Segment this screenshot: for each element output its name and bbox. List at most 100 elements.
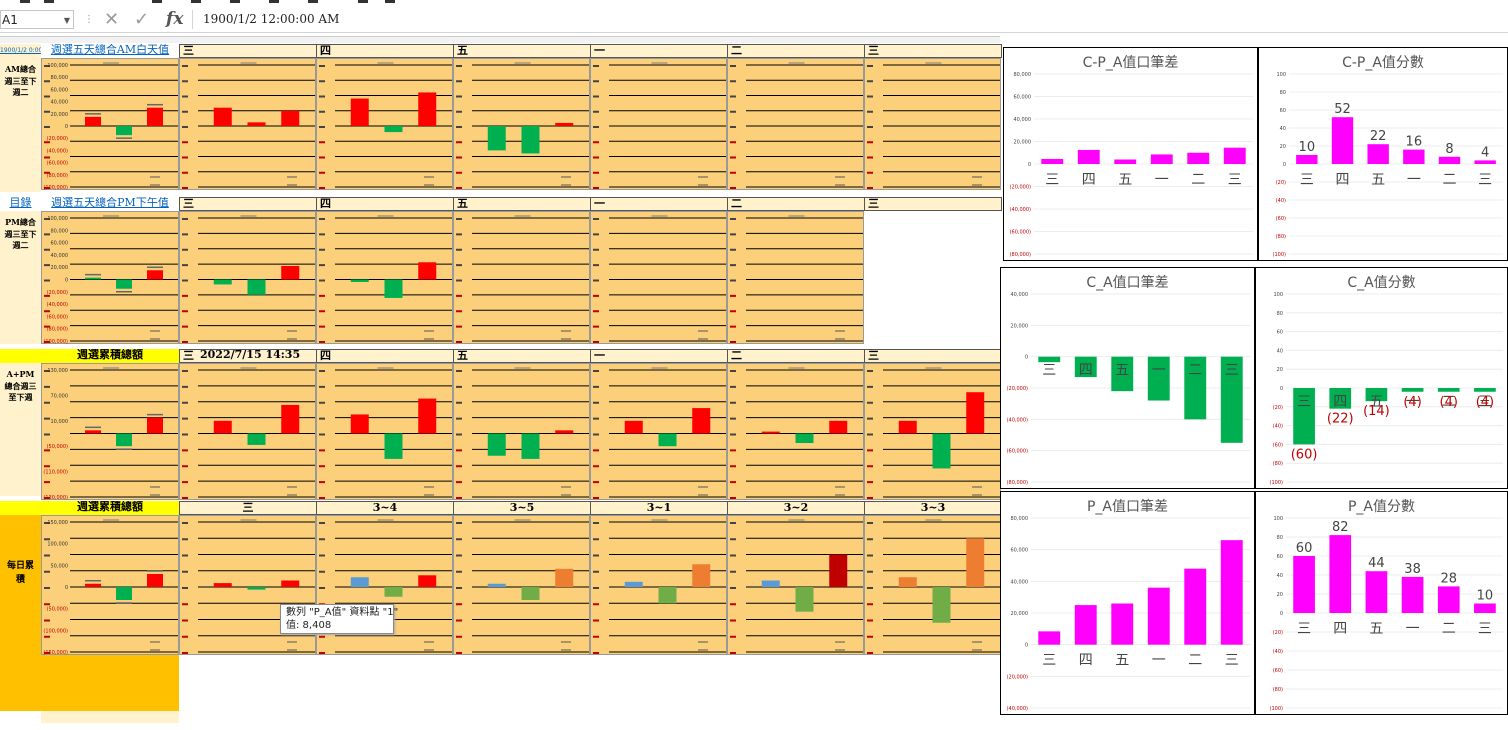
chart-tooltip: 數列 "P_A值" 資料點 "1" 值: 8,408 bbox=[280, 604, 398, 634]
day-tab[interactable]: 二 bbox=[727, 349, 865, 363]
row-title-link[interactable]: 週選五天總合AM白天值 bbox=[50, 44, 170, 56]
day-tab[interactable]: 3~5 bbox=[453, 501, 591, 515]
bar-mark bbox=[384, 126, 403, 133]
day-tab[interactable]: 3~3 bbox=[864, 501, 1002, 515]
category-label: 一 bbox=[1155, 172, 1169, 188]
bar-mark bbox=[350, 577, 369, 587]
day-tab[interactable]: 3~1 bbox=[590, 501, 728, 515]
bar-mark bbox=[487, 433, 506, 456]
day-tab[interactable]: 五 bbox=[453, 349, 591, 363]
day-chart[interactable] bbox=[453, 58, 590, 190]
day-tab[interactable]: 一 bbox=[590, 349, 728, 363]
data-label: 8 bbox=[1445, 142, 1453, 157]
day-chart[interactable] bbox=[864, 58, 1001, 190]
bar-mark bbox=[247, 279, 266, 295]
day-tab[interactable]: 三 bbox=[179, 197, 317, 211]
right-chart[interactable]: C-P_A值口筆差 80,000 60,000 40,000 20,000 0 (20,00… bbox=[1003, 47, 1258, 261]
category-label: 四 bbox=[1333, 621, 1347, 637]
bar-mark bbox=[658, 433, 677, 447]
tick-label: 80,000 bbox=[51, 228, 69, 234]
category-label: 四 bbox=[1079, 363, 1093, 379]
day-tab[interactable]: 三 bbox=[864, 197, 1002, 211]
day-tab[interactable]: 三 bbox=[864, 44, 1002, 58]
row-title-link[interactable]: 週選累積總額 bbox=[41, 349, 179, 363]
bar-mark bbox=[932, 433, 951, 469]
day-chart[interactable] bbox=[179, 58, 316, 190]
formula-input[interactable]: 1900/1/2 12:00:00 AM bbox=[192, 10, 1508, 29]
day-tab[interactable]: 三 bbox=[864, 349, 1002, 363]
bar-mark bbox=[1187, 152, 1210, 164]
day-tab[interactable]: 三 bbox=[179, 44, 317, 58]
day-tab[interactable]: 五 bbox=[453, 44, 591, 58]
day-tab[interactable]: 四 bbox=[316, 44, 454, 58]
day-tab[interactable]: 3~2 bbox=[727, 501, 865, 515]
right-chart[interactable]: P_A值分數 100 80 60 40 20 0 (20) (40) (60) (80) (100) 三… bbox=[1255, 491, 1508, 715]
bar-mark bbox=[1331, 117, 1354, 164]
day-chart[interactable] bbox=[453, 515, 590, 655]
day-chart[interactable] bbox=[453, 363, 590, 500]
bar-mark bbox=[1038, 631, 1061, 645]
bar-mark bbox=[1401, 388, 1424, 392]
bar-mark bbox=[384, 433, 403, 459]
day-chart[interactable] bbox=[864, 363, 1001, 500]
summary-chart[interactable]: 100,000 80,000 60,000 40,000 20,000 0 (20,000)… bbox=[41, 211, 179, 345]
day-tab[interactable]: 二 bbox=[727, 44, 865, 58]
tick-label: (100) bbox=[1273, 252, 1286, 258]
day-tab[interactable]: 五 bbox=[453, 197, 591, 211]
day-tab[interactable]: 二 bbox=[727, 197, 865, 211]
row-side-label: AM總合週三至下週二 bbox=[0, 58, 41, 192]
chevron-down-icon[interactable]: ▼ bbox=[63, 16, 70, 25]
day-chart[interactable] bbox=[453, 211, 590, 344]
day-chart[interactable] bbox=[316, 363, 453, 500]
day-chart[interactable] bbox=[727, 58, 864, 190]
row-title-link[interactable]: 週選五天總合PM下午值 bbox=[51, 197, 169, 209]
right-chart[interactable]: C_A值口筆差 40,000 20,000 0 (20,000) (40,000) (60,… bbox=[1000, 267, 1255, 489]
toc-link[interactable]: 目錄 bbox=[9, 197, 32, 209]
check-icon[interactable]: ✓ bbox=[134, 9, 150, 30]
corner-cell[interactable]: 1900/1/2 0:00 bbox=[0, 44, 41, 58]
day-tab[interactable]: 3~4 bbox=[316, 501, 454, 515]
category-label: 四 bbox=[1336, 172, 1350, 188]
day-chart[interactable] bbox=[179, 211, 316, 344]
bar-mark bbox=[1220, 540, 1243, 645]
fx-icon[interactable]: fx bbox=[166, 9, 184, 29]
day-chart[interactable] bbox=[179, 363, 316, 500]
right-chart[interactable]: P_A值口筆差 80,000 60,000 40,000 20,000 0 (20,000)… bbox=[1000, 491, 1255, 715]
tick-label: (100) bbox=[1270, 706, 1283, 712]
bar-mark bbox=[1293, 556, 1315, 613]
close-icon[interactable]: ✕ bbox=[104, 9, 120, 30]
bar-mark bbox=[147, 574, 163, 587]
day-chart[interactable] bbox=[727, 211, 864, 344]
tick-label: 130,000 bbox=[47, 368, 68, 374]
summary-chart[interactable]: 130,000 70,000 10,000 (50,000) (110,000) (130… bbox=[41, 363, 179, 501]
day-chart[interactable] bbox=[727, 515, 864, 655]
right-chart[interactable]: C-P_A值分數 100 80 60 40 20 0 (20) (40) (60) (80) (100… bbox=[1258, 47, 1508, 261]
day-chart[interactable] bbox=[316, 515, 453, 655]
bar-mark bbox=[350, 98, 369, 126]
day-chart[interactable] bbox=[179, 515, 316, 655]
day-tab[interactable]: 三 bbox=[179, 501, 317, 515]
day-chart[interactable] bbox=[316, 58, 453, 190]
day-tab[interactable]: 一 bbox=[590, 197, 728, 211]
summary-chart[interactable]: 100,000 80,000 60,000 40,000 20,000 0 (20,000)… bbox=[41, 58, 179, 191]
row-side-label: 每日累積 bbox=[0, 515, 41, 655]
data-label: (22) bbox=[1327, 412, 1354, 427]
day-tab[interactable]: 四 bbox=[316, 197, 454, 211]
day-chart[interactable] bbox=[590, 515, 727, 655]
summary-chart[interactable]: 150,000 100,000 50,000 0 (50,000) (100,000) (1… bbox=[41, 515, 179, 656]
category-label: 二 bbox=[1188, 653, 1202, 669]
day-chart[interactable] bbox=[727, 363, 864, 500]
day-chart[interactable] bbox=[590, 363, 727, 500]
day-tab[interactable]: 一 bbox=[590, 44, 728, 58]
row-title-link[interactable]: 週選累積總額 bbox=[41, 501, 179, 515]
name-box[interactable]: A1 ▼ bbox=[0, 10, 74, 29]
day-chart[interactable] bbox=[590, 211, 727, 344]
right-chart[interactable]: C_A值分數 100 80 60 40 20 0 (20) (40) (60) (80) (100) 三… bbox=[1255, 267, 1508, 489]
day-chart[interactable] bbox=[316, 211, 453, 344]
category-label: 三 bbox=[1297, 394, 1311, 410]
tick-label: (80) bbox=[1276, 234, 1286, 240]
tick-label: (60) bbox=[1276, 216, 1286, 222]
day-chart[interactable] bbox=[590, 58, 727, 190]
day-tab[interactable]: 四 bbox=[316, 349, 454, 363]
day-chart[interactable] bbox=[864, 515, 1001, 655]
